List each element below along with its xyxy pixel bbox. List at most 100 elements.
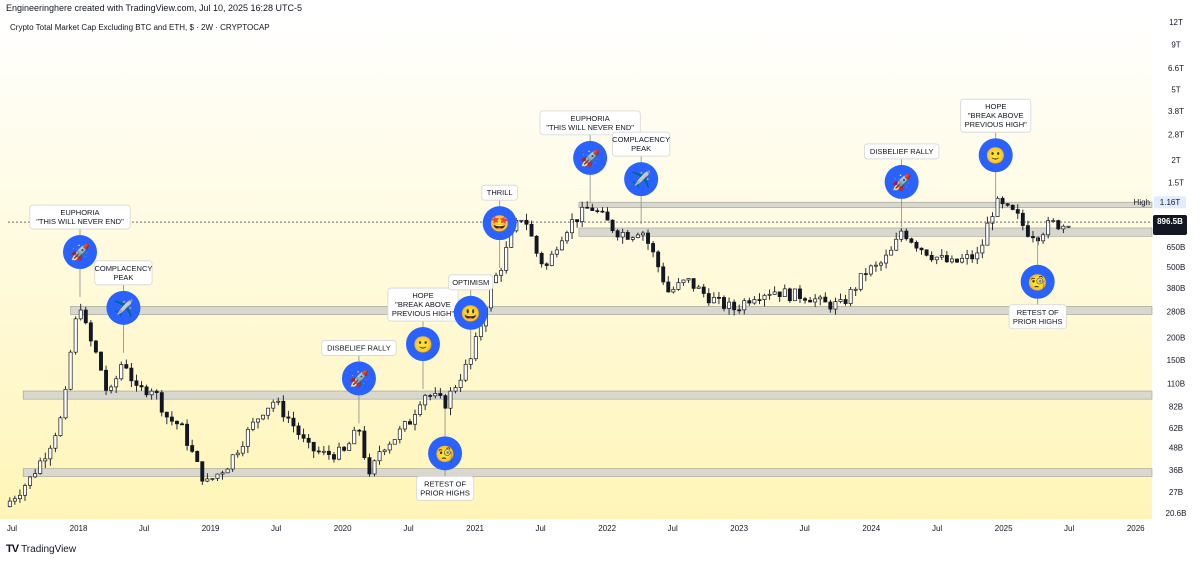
candle-body <box>985 222 990 246</box>
candle <box>691 278 696 292</box>
candle-body <box>823 296 828 303</box>
price-tick-label: 2.8T <box>1168 130 1184 139</box>
time-tick-label: 2018 <box>70 524 88 533</box>
candle <box>1041 232 1046 244</box>
annotation-circle <box>428 436 463 471</box>
chart-subtitle: Crypto Total Market Cap Excluding BTC an… <box>10 23 270 32</box>
candle <box>352 426 357 445</box>
candle <box>833 297 838 315</box>
candle-body <box>99 351 103 371</box>
candle-body <box>119 364 124 380</box>
candle-body <box>149 390 154 396</box>
candle-body <box>787 288 792 302</box>
candle <box>205 473 210 483</box>
candle-body <box>134 380 139 386</box>
candle <box>782 284 787 297</box>
candle-body <box>706 293 711 304</box>
annotation-label-line: COMPLACENCY <box>612 135 670 144</box>
candle-body <box>580 206 585 222</box>
candle <box>402 420 407 432</box>
candle <box>727 297 732 315</box>
candle <box>914 240 919 252</box>
candle-body <box>1015 209 1020 214</box>
candle-body <box>808 299 813 303</box>
candle <box>828 299 833 313</box>
candle <box>93 340 98 354</box>
annotation-label-box <box>94 260 153 286</box>
candle-body <box>909 238 914 243</box>
candle <box>261 414 266 421</box>
candle-body <box>342 446 347 451</box>
candle-body <box>716 297 721 299</box>
candle <box>939 249 944 260</box>
candle-body <box>879 262 883 266</box>
candle <box>909 237 914 244</box>
candle <box>752 296 757 305</box>
candle <box>661 262 666 286</box>
price-tick-label: 9T <box>1171 40 1180 49</box>
candle <box>53 432 58 453</box>
time-tick-label: 2024 <box>862 524 880 533</box>
candle <box>772 286 777 295</box>
candle-body <box>473 336 478 360</box>
candle <box>250 417 255 432</box>
candle-body <box>468 358 473 365</box>
candle <box>716 292 721 305</box>
candle <box>215 473 220 481</box>
annotation-label-line: HOPE <box>985 102 1006 111</box>
tradingview-footer[interactable]: TV TradingView <box>6 543 76 555</box>
candle-body <box>722 297 726 309</box>
price-tick-label: 150B <box>1167 356 1186 365</box>
chart-attribution: Engineeringhere created with TradingView… <box>6 3 303 13</box>
candle <box>625 229 630 240</box>
candle <box>473 332 478 362</box>
time-axis[interactable]: Jul 2018 Jul 2019 Jul 2020 Jul 2021 Jul 2022 Jul 20… <box>7 524 1145 533</box>
annotation-label-box <box>481 184 518 201</box>
price-tick-label: 48B <box>1169 444 1183 453</box>
candle-body <box>554 249 559 255</box>
candle-body <box>884 254 889 264</box>
candle <box>1000 196 1005 209</box>
candle <box>200 461 205 485</box>
candle <box>367 453 372 477</box>
candle <box>453 385 458 394</box>
candle <box>256 418 260 429</box>
candle <box>1020 209 1025 231</box>
candle <box>990 212 995 231</box>
candle <box>144 384 149 398</box>
candle <box>757 293 762 305</box>
price-tick-label: 380B <box>1167 284 1186 293</box>
annotation-emoji-icon: 🚀 <box>70 243 90 262</box>
candle-body <box>73 318 78 353</box>
candle <box>813 294 818 307</box>
annotation-circle <box>978 138 1013 173</box>
candle-body <box>818 296 823 300</box>
candle <box>863 268 868 282</box>
annotation-circle <box>106 290 141 325</box>
time-tick-label: Jul <box>139 524 149 533</box>
candle-body <box>463 363 468 381</box>
candle-body <box>438 393 443 396</box>
candle-body <box>494 274 499 284</box>
candle <box>666 276 671 293</box>
candle <box>630 236 635 242</box>
candle-body <box>944 255 949 263</box>
candle-body <box>78 309 83 320</box>
candle-body <box>990 216 995 224</box>
candle <box>899 228 904 242</box>
candle-body <box>387 443 392 451</box>
candle-body <box>620 231 625 238</box>
high-label: High <box>1134 198 1150 207</box>
time-tick-label: Jul <box>1064 524 1074 533</box>
annotation-label-line: "THIS WILL NEVER END" <box>36 217 124 226</box>
annotation-emoji-icon: 😃 <box>461 305 481 323</box>
price-axis[interactable]: 12T 9T 6.6T 5T 3.8T 2.8T 2T 1.5T 650B 500B 380B 280… <box>1166 18 1187 518</box>
candle <box>696 284 701 289</box>
candle-body <box>1000 197 1005 205</box>
candle-body <box>332 454 336 460</box>
candle-body <box>12 498 17 502</box>
